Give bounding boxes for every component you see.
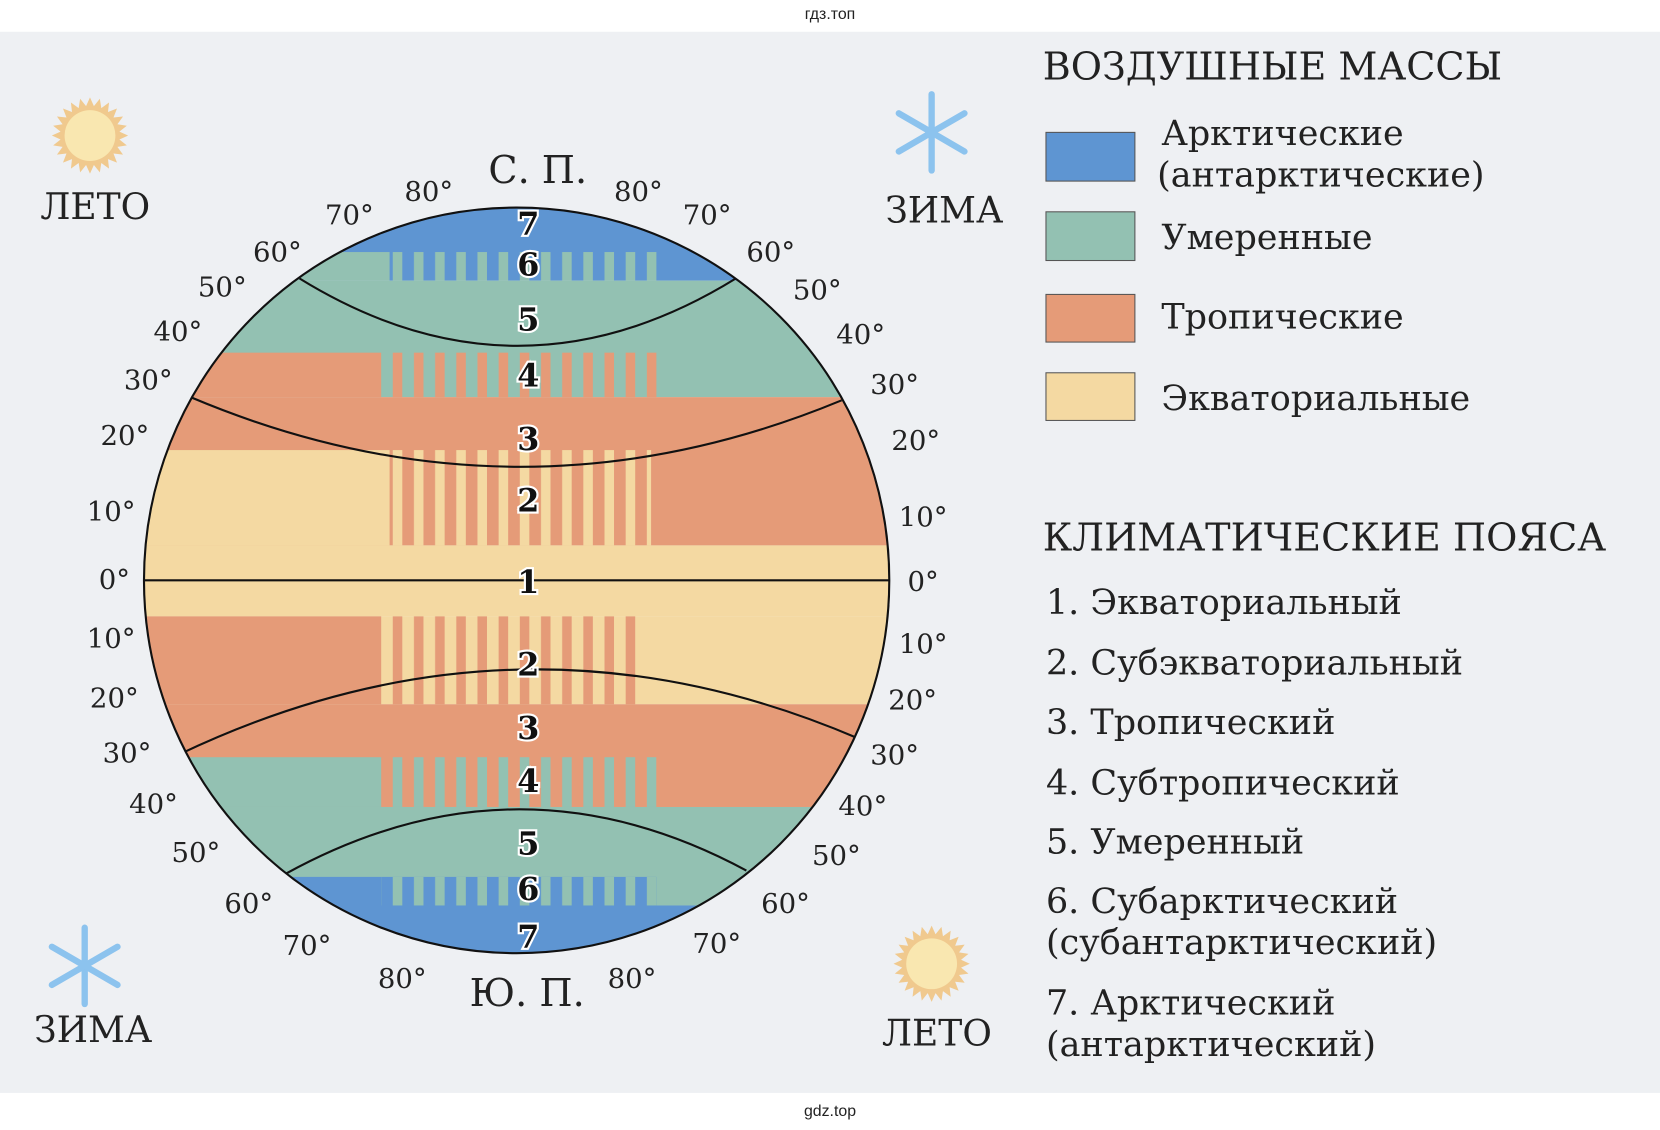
latitude-label: 10° xyxy=(87,623,136,655)
subarctic-stripes-north xyxy=(389,252,662,281)
climate-belts-title: КЛИМАТИЧЕСКИЕ ПОЯСА xyxy=(1043,516,1606,560)
latitude-labels-left: 80°70°60°50°40°30°20°10°0°10°20°30°40°50… xyxy=(87,176,453,995)
latitude-label: 40° xyxy=(836,319,885,351)
latitude-label: 10° xyxy=(899,501,948,533)
latitude-label: 30° xyxy=(870,369,919,401)
latitude-label: 70° xyxy=(325,200,374,232)
latitude-label: 30° xyxy=(103,738,152,770)
latitude-label: 0° xyxy=(99,564,130,596)
latitude-label: 60° xyxy=(224,888,273,920)
tropical-air-south xyxy=(143,616,382,705)
belt-number: 4 xyxy=(517,763,539,800)
legend-label: Тропические xyxy=(1161,297,1403,337)
globe-outline xyxy=(142,206,891,955)
latitude-label: 80° xyxy=(608,963,657,995)
legend-label: Умеренные xyxy=(1161,218,1372,258)
belt-number: 7 xyxy=(517,206,539,243)
legend-swatch-arctic xyxy=(1045,131,1136,182)
season-winter-label: ЗИМА xyxy=(885,190,1003,231)
latitude-label: 50° xyxy=(198,272,247,304)
latitude-label: 30° xyxy=(124,365,173,397)
belt-item: 6. Субарктический xyxy=(1046,882,1398,922)
air-mass-legend-item: Экваториальные xyxy=(1045,372,1470,421)
belt-item: 1. Экваториальный xyxy=(1046,583,1402,623)
latitude-labels-right: 80°70°60°50°40°30°20°10°0°10°20°30°40°50… xyxy=(608,176,948,995)
latitude-label: 50° xyxy=(793,275,842,307)
season-summer-label: ЛЕТО xyxy=(40,187,150,228)
belt-number: 4 xyxy=(517,358,539,395)
latitude-label: 10° xyxy=(87,496,136,528)
belt-item: 3. Тропический xyxy=(1046,703,1335,743)
belt-number: 6 xyxy=(517,246,539,283)
belt-item: (субантарктический) xyxy=(1046,923,1437,963)
watermark-top: гдз.топ xyxy=(805,6,856,23)
belt-item: 5. Умеренный xyxy=(1046,823,1304,863)
latitude-label: 0° xyxy=(908,566,939,598)
legend-swatch-equatorial xyxy=(1045,372,1136,421)
air-mass-legend-item: Арктические (антарктические) xyxy=(1045,114,1485,195)
belt-number: 5 xyxy=(517,301,539,338)
latitude-label: 60° xyxy=(253,237,302,269)
subequatorial-stripes-south xyxy=(381,616,646,705)
latitude-label: 60° xyxy=(746,237,795,269)
latitude-label: 20° xyxy=(101,420,150,452)
season-summer-label: ЛЕТО xyxy=(882,1013,992,1054)
belt-number: 2 xyxy=(517,483,539,520)
subantarctic-stripes-south xyxy=(381,876,657,906)
sun-icon xyxy=(893,925,970,1002)
legend-label: Арктические xyxy=(1161,114,1403,154)
air-mass-legend-item: Умеренные xyxy=(1045,211,1373,262)
south-pole-label: Ю. П. xyxy=(470,971,585,1015)
season-winter-label: ЗИМА xyxy=(34,1010,152,1051)
subtropical-stripes-north xyxy=(381,352,662,398)
latitude-label: 50° xyxy=(171,837,220,869)
belt-number: 1 xyxy=(517,564,539,601)
belt-number: 3 xyxy=(517,710,539,747)
latitude-label: 80° xyxy=(404,176,453,208)
legend-label: (антарктические) xyxy=(1157,155,1484,195)
belt-item: (антарктический) xyxy=(1046,1025,1376,1065)
belt-number: 6 xyxy=(517,871,539,908)
latitude-label: 30° xyxy=(870,740,919,772)
latitude-label: 80° xyxy=(378,963,427,995)
latitude-label: 70° xyxy=(283,930,332,962)
latitude-label: 40° xyxy=(129,788,178,820)
front-line xyxy=(190,396,843,468)
legend-swatch-temperate xyxy=(1045,211,1136,262)
subtropical-stripes-south xyxy=(381,757,657,807)
latitude-label: 60° xyxy=(761,888,810,920)
belt-item: 2. Субэкваториальный xyxy=(1046,644,1463,684)
latitude-label: 50° xyxy=(812,840,861,872)
belt-number: 3 xyxy=(517,421,539,458)
air-masses-title: ВОЗДУШНЫЕ МАССЫ xyxy=(1043,44,1502,88)
latitude-label: 20° xyxy=(888,685,937,717)
latitude-label: 20° xyxy=(891,425,940,457)
belt-item: 7. Арктический xyxy=(1046,984,1335,1024)
legend-swatch-tropical xyxy=(1045,293,1136,343)
front-line xyxy=(179,668,858,755)
front-line xyxy=(285,808,747,875)
belt-number: 7 xyxy=(517,919,539,956)
snowflake-icon xyxy=(895,91,968,174)
belt-number: 5 xyxy=(517,826,539,863)
latitude-label: 10° xyxy=(899,628,948,660)
front-line xyxy=(299,277,737,347)
latitude-label: 80° xyxy=(614,176,663,208)
globe xyxy=(143,207,890,954)
legend-label: Экваториальные xyxy=(1161,379,1470,419)
snowflake-icon xyxy=(48,924,121,1008)
latitude-label: 20° xyxy=(90,682,139,714)
sun-icon xyxy=(51,97,129,174)
air-mass-legend-item: Тропические xyxy=(1045,293,1404,343)
latitude-label: 40° xyxy=(838,790,887,822)
belt-number: 2 xyxy=(517,647,539,684)
latitude-label: 70° xyxy=(683,200,732,232)
latitude-label: 70° xyxy=(692,928,741,960)
latitude-label: 40° xyxy=(153,316,202,348)
north-pole-label: С. П. xyxy=(488,148,587,192)
belt-item: 4. Субтропический xyxy=(1046,763,1400,803)
watermark-bottom: gdz.top xyxy=(804,1103,856,1120)
